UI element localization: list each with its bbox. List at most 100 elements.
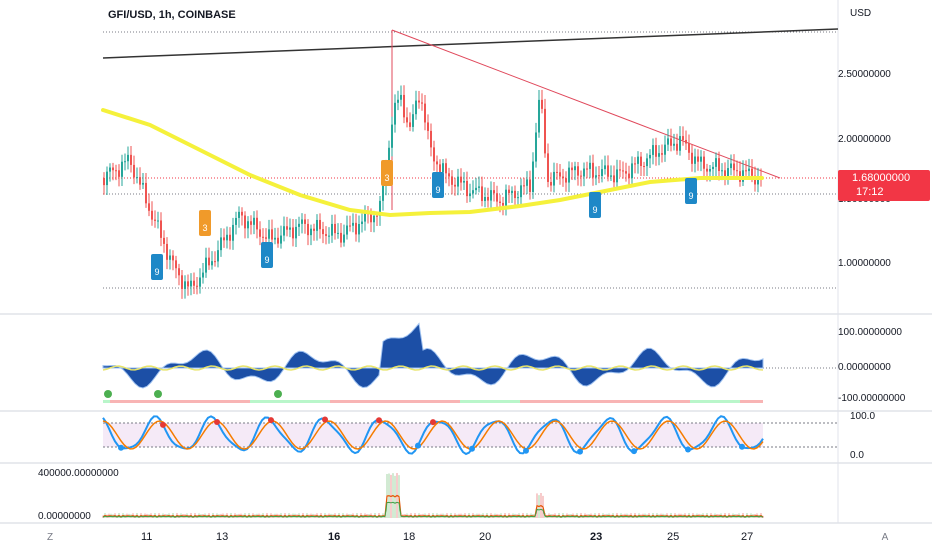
candle-body: [130, 154, 132, 165]
candle-body: [415, 100, 417, 115]
candle-body: [271, 229, 273, 240]
sequential-9-marker-label: 9: [688, 191, 693, 201]
candle-body: [298, 223, 300, 227]
candle-body: [292, 227, 294, 239]
candle-body: [202, 272, 204, 278]
candle-body: [352, 222, 354, 226]
candle-body: [451, 176, 453, 185]
candle-body: [220, 237, 222, 251]
sequential-9-marker-icon: [432, 172, 444, 198]
candle-body: [694, 156, 696, 164]
candle-body: [241, 211, 243, 216]
candle-body: [379, 200, 381, 216]
stoch-oversold-dot: [415, 442, 421, 449]
stoch-d-line[interactable]: [102, 420, 764, 450]
candle-body: [160, 220, 162, 238]
momentum-axis-label: 100.00000000: [838, 327, 902, 338]
candle-body: [652, 145, 654, 155]
candle-body: [610, 175, 612, 177]
price-label: 1.00000000: [838, 258, 891, 269]
candle-body: [235, 217, 237, 225]
momentum-state-segment: [103, 400, 110, 403]
candle-body: [466, 180, 468, 197]
candle-body: [247, 221, 249, 229]
time-tick: 27: [741, 531, 754, 543]
candle-body: [724, 170, 726, 177]
red-trendline-descending[interactable]: [391, 29, 781, 179]
candle-body: [655, 145, 657, 157]
momentum-area[interactable]: [102, 322, 764, 389]
sequential-9-marker-label: 9: [264, 255, 269, 265]
candle-body: [502, 202, 504, 206]
candle-body: [253, 217, 255, 225]
candle-body: [181, 275, 183, 289]
sequential-9-marker-icon: [151, 254, 163, 280]
candlestick-series[interactable]: [103, 85, 762, 299]
candle-body: [184, 281, 186, 289]
candle-body: [187, 281, 189, 287]
candle-body: [388, 147, 390, 167]
candle-body: [214, 261, 216, 263]
candle-body: [661, 153, 663, 155]
candle-body: [538, 99, 540, 133]
moving-average-line[interactable]: [101, 108, 764, 218]
candle-body: [430, 130, 432, 148]
candle-body: [340, 232, 342, 243]
momentum-state-segment: [690, 400, 740, 403]
stoch-axis-label: 100.0: [850, 411, 876, 422]
volume-series[interactable]: [102, 473, 764, 518]
last-price-value: 1.68000000: [852, 172, 911, 184]
candle-body: [223, 237, 225, 241]
candle-body: [544, 108, 546, 154]
candle-body: [250, 221, 252, 225]
sequential-9-marker-icon: [685, 178, 697, 204]
momentum-dot: [154, 390, 162, 398]
candle-body: [208, 257, 210, 266]
bar-countdown: 17:12: [856, 186, 884, 198]
candle-body: [616, 169, 618, 183]
candle-body: [475, 187, 477, 191]
candle-body: [598, 175, 600, 177]
momentum-dot: [104, 390, 112, 398]
candle-body: [382, 185, 384, 201]
candle-body: [700, 156, 702, 162]
candle-body: [280, 235, 282, 244]
candle-body: [706, 168, 708, 172]
black-trendline[interactable]: [102, 28, 839, 59]
candle-body: [712, 166, 714, 170]
candle-body: [346, 225, 348, 235]
candle-body: [721, 170, 723, 172]
candle-body: [328, 235, 330, 237]
candle-body: [637, 156, 639, 164]
candle-body: [727, 168, 729, 177]
candle-body: [229, 234, 231, 241]
candle-body: [676, 143, 678, 151]
candle-body: [256, 217, 258, 230]
candle-body: [313, 228, 315, 231]
candle-body: [670, 138, 672, 146]
candle-body: [109, 167, 111, 172]
timezone-button[interactable]: Z: [46, 532, 54, 543]
sequential-9-marker-label: 9: [154, 267, 159, 277]
symbol-title[interactable]: GFI/USD, 1h, COINBASE: [108, 9, 236, 21]
candle-body: [343, 234, 345, 243]
candle-body: [658, 153, 660, 157]
candle-body: [562, 176, 564, 179]
candle-body: [442, 163, 444, 173]
candle-body: [319, 219, 321, 230]
time-tick: 23: [590, 531, 603, 543]
candle-body: [619, 169, 621, 171]
sequential-9-marker-label: 9: [435, 185, 440, 195]
candle-body: [142, 182, 144, 185]
candle-body: [481, 186, 483, 202]
candle-body: [550, 181, 552, 186]
auto-scale-button[interactable]: A: [881, 532, 889, 543]
candle-body: [730, 163, 732, 169]
time-tick: 16: [328, 531, 341, 543]
candle-body: [205, 257, 207, 273]
candle-body: [133, 164, 135, 178]
candle-body: [604, 165, 606, 170]
candle-body: [634, 163, 636, 165]
